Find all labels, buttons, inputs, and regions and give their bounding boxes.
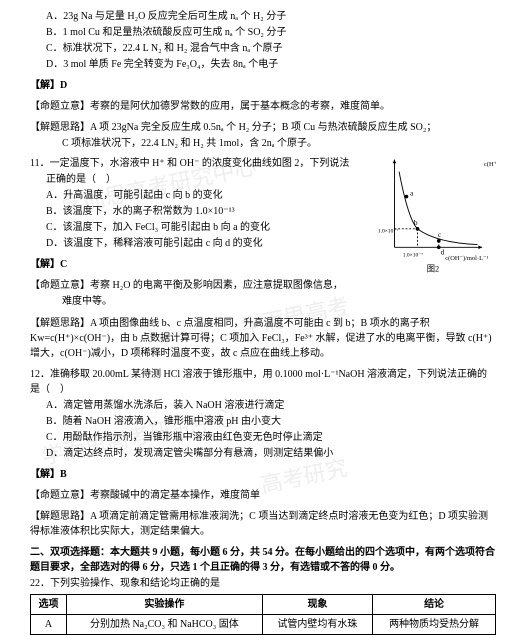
cell-op: 分别加热 Na₂CO₃ 和 NaHCO₃ 固体	[66, 615, 262, 635]
answer-12: 【解】B	[30, 467, 496, 482]
opt-11C: C．该温度下，加入 FeCl₃ 可能引起由 b 向 a 的变化	[30, 220, 372, 235]
purpose-10: 【命题立意】考察的是阿伏加德罗常数的应用，属于基本概念的考察，难度简单。	[30, 99, 496, 114]
th-op: 实验操作	[66, 595, 262, 615]
purpose-11: 【命题立意】考察 H₂O 的电离平衡及影响因素，应注意提取图像信息，	[30, 278, 372, 293]
svg-text:c(H⁺)/mol·L⁻¹: c(H⁺)/mol·L⁻¹	[484, 161, 496, 168]
opt-10D: D．3 mol 单质 Fe 完全转变为 Fe₃O₄，失去 8nₐ 个电子	[30, 57, 496, 72]
q22-stem: 22．下列实验操作、现象和结论均正确的是	[30, 576, 496, 591]
q11-stem-b: 正确的是（ ）	[30, 172, 372, 187]
opt-12C: C．用酚酞作指示剂，当锥形瓶中溶液由红色变无色时停止滴定	[30, 430, 496, 445]
svg-text:图2: 图2	[427, 264, 439, 273]
graph-fig2: a b c d c(H⁺)/mol·L⁻¹ c(OH⁻)/mol·L⁻¹ 1.0…	[376, 155, 496, 275]
answer-11: 【解】C	[30, 257, 372, 272]
svg-text:c(OH⁻)/mol·L⁻¹: c(OH⁻)/mol·L⁻¹	[445, 255, 488, 262]
opt-12D: D．滴定达终点时，发现滴定管尖嘴部分有悬滴，则测定结果偏小	[30, 446, 496, 461]
q11-stem: 11．一定温度下，水溶液中 H⁺ 和 OH⁻ 的浓度变化曲线如图 2，下列说法	[30, 156, 372, 171]
opt-12B: B．随着 NaOH 溶液滴入，锥形瓶中溶液 pH 由小变大	[30, 414, 496, 429]
opt-10B: B．1 mol Cu 和足量热浓硫酸反应可生成 nₐ 个 SO₂ 分子	[30, 25, 496, 40]
svg-text:c: c	[438, 230, 442, 239]
svg-text:1.0×10⁻⁷: 1.0×10⁻⁷	[403, 253, 423, 259]
th-con: 结论	[373, 595, 496, 615]
svg-text:1.0×10⁻⁷: 1.0×10⁻⁷	[378, 229, 398, 235]
opt-10C: C．标准状况下，22.4 L N₂ 和 H₂ 混合气中含 nₐ 个原子	[30, 41, 496, 56]
purpose-12: 【命题立意】考察酸碱中的滴定基本操作，难度简单	[30, 488, 496, 503]
th-phen: 现象	[262, 595, 372, 615]
opt-11D: D．该温度下，稀释溶液可能引起由 c 向 d 的变化	[30, 236, 372, 251]
opt-11A: A．升高温度，可能引起由 c 向 b 的变化	[30, 188, 372, 203]
cell-phen: 试管内壁均有水珠	[262, 615, 372, 635]
path-12: 【解题思路】A 项滴定前滴定管需用标准液润洗；C 项当达到滴定终点时溶液无色变为…	[30, 509, 496, 539]
svg-text:d: d	[441, 248, 445, 257]
svg-text:b: b	[414, 218, 418, 227]
cell-con: 两种物质均受热分解	[373, 615, 496, 635]
path-11: 【解题思路】A 项由图像曲线 b、c 点温度相同，升高温度不可能由 c 到 b；…	[30, 316, 496, 361]
cell-A: A	[31, 615, 67, 635]
opt-11B: B．该温度下，水的离子积常数为 1.0×10⁻¹³	[30, 204, 372, 219]
opt-10A: A．23g Na 与足量 H₂O 反应完全后可生成 nₐ 个 H₂ 分子	[30, 9, 496, 24]
table-row: A 分别加热 Na₂CO₃ 和 NaHCO₃ 固体 试管内壁均有水珠 两种物质均…	[31, 615, 496, 635]
section-2: 二、双项选择题：本大题共 9 小题，每小题 6 分，共 54 分。在每小题给出的…	[30, 545, 496, 575]
answer-10: 【解】D	[30, 78, 496, 93]
path-10: 【解题思路】A 项 23gNa 完全反应生成 0.5nₐ 个 H₂ 分子；B 项…	[30, 120, 496, 135]
th-opt: 选项	[31, 595, 67, 615]
q12-stem: 12．准确移取 20.00mL 某待测 HCl 溶液于锥形瓶中，用 0.1000…	[30, 367, 496, 397]
experiment-table: 选项 实验操作 现象 结论 A 分别加热 Na₂CO₃ 和 NaHCO₃ 固体 …	[30, 594, 496, 635]
svg-text:a: a	[410, 189, 414, 198]
path-10b: C 项标准状况下，22.4 LN₂ 和 H₂ 共 1mol，含 2nₐ 个原子。	[30, 136, 496, 151]
opt-12A: A．滴定管用蒸馏水洗涤后，装入 NaOH 溶液进行滴定	[30, 398, 496, 413]
purpose-11b: 难度中等。	[30, 294, 372, 309]
